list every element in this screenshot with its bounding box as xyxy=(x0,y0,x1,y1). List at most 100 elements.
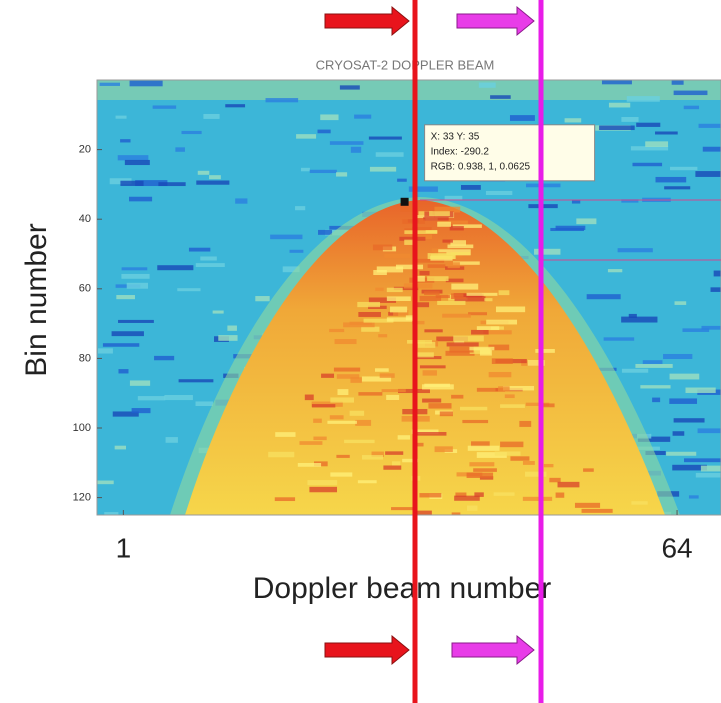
streak xyxy=(320,114,339,121)
streak xyxy=(321,373,335,378)
streak xyxy=(522,461,535,465)
streak xyxy=(309,169,337,174)
streak xyxy=(476,387,505,392)
streak xyxy=(673,90,708,96)
streak xyxy=(601,80,632,85)
streak xyxy=(666,451,697,456)
streak xyxy=(362,455,384,460)
streak xyxy=(574,502,601,508)
streak xyxy=(564,118,582,123)
streak xyxy=(608,102,631,108)
streak xyxy=(491,358,513,364)
streak xyxy=(636,122,661,127)
streak xyxy=(317,129,331,134)
streak xyxy=(444,195,463,200)
streak xyxy=(671,80,684,85)
streak xyxy=(343,322,375,328)
streak xyxy=(131,408,151,414)
streak xyxy=(541,403,555,408)
streak xyxy=(383,465,402,470)
streak xyxy=(435,295,450,299)
streak xyxy=(447,244,474,249)
red-arrow xyxy=(324,5,410,37)
streak xyxy=(442,239,453,243)
streak xyxy=(586,294,621,300)
streak xyxy=(152,105,177,109)
streak xyxy=(337,389,349,396)
streak xyxy=(165,437,178,443)
streak xyxy=(466,292,498,296)
streak xyxy=(430,254,455,259)
streak xyxy=(451,283,479,290)
streak xyxy=(154,355,175,361)
magenta-arrow xyxy=(456,5,535,37)
streak xyxy=(344,439,375,444)
streak xyxy=(407,340,433,344)
streak xyxy=(621,316,658,323)
streak xyxy=(390,306,408,313)
streak xyxy=(434,206,461,213)
streak xyxy=(414,442,424,447)
streak xyxy=(460,185,481,190)
streak xyxy=(178,379,214,383)
streak xyxy=(710,287,721,292)
streak xyxy=(422,398,442,403)
streak xyxy=(121,267,148,271)
streak xyxy=(583,468,594,472)
streak xyxy=(313,436,327,441)
streak xyxy=(97,348,113,354)
streak xyxy=(255,296,270,302)
streak xyxy=(386,296,411,302)
streak xyxy=(209,175,221,180)
streak xyxy=(655,131,678,135)
streak xyxy=(416,510,432,515)
streak xyxy=(195,401,214,407)
streak xyxy=(225,104,246,108)
axes: 20 40 60 80 100 120 1 64 xyxy=(73,144,693,564)
streak xyxy=(299,441,323,445)
y-tick-label: 20 xyxy=(79,144,91,156)
streak xyxy=(111,331,144,337)
streak xyxy=(664,186,691,190)
streak xyxy=(442,313,471,318)
streak xyxy=(336,454,350,458)
streak xyxy=(124,159,150,166)
streak xyxy=(350,377,362,383)
streak xyxy=(621,368,649,373)
streak xyxy=(318,229,333,235)
streak xyxy=(451,293,466,300)
streak xyxy=(445,350,475,356)
streak xyxy=(655,176,687,183)
streak xyxy=(581,508,613,513)
streak xyxy=(500,441,524,448)
streak xyxy=(304,394,314,401)
streak xyxy=(494,451,521,456)
streak xyxy=(669,373,700,380)
magenta-arrow xyxy=(451,634,535,666)
streak xyxy=(354,114,372,119)
streak xyxy=(268,451,295,458)
streak xyxy=(374,368,389,372)
streak xyxy=(361,376,392,382)
x-axis-label: Doppler beam number xyxy=(253,572,552,605)
streak xyxy=(685,387,716,393)
y-tick-label: 60 xyxy=(79,283,91,295)
streak xyxy=(397,178,407,182)
streak xyxy=(534,248,561,255)
streak xyxy=(120,180,144,186)
streak xyxy=(404,230,438,234)
streak xyxy=(212,310,224,314)
streak xyxy=(454,296,486,302)
streak xyxy=(116,295,135,300)
streak xyxy=(419,365,446,369)
streak xyxy=(683,105,700,110)
streak xyxy=(358,311,381,317)
streak xyxy=(451,394,464,399)
streak xyxy=(429,211,450,217)
streak xyxy=(414,356,442,360)
streak xyxy=(416,352,434,358)
streak xyxy=(413,302,430,308)
streak xyxy=(368,136,402,140)
streak xyxy=(498,290,510,296)
streak xyxy=(469,462,495,467)
